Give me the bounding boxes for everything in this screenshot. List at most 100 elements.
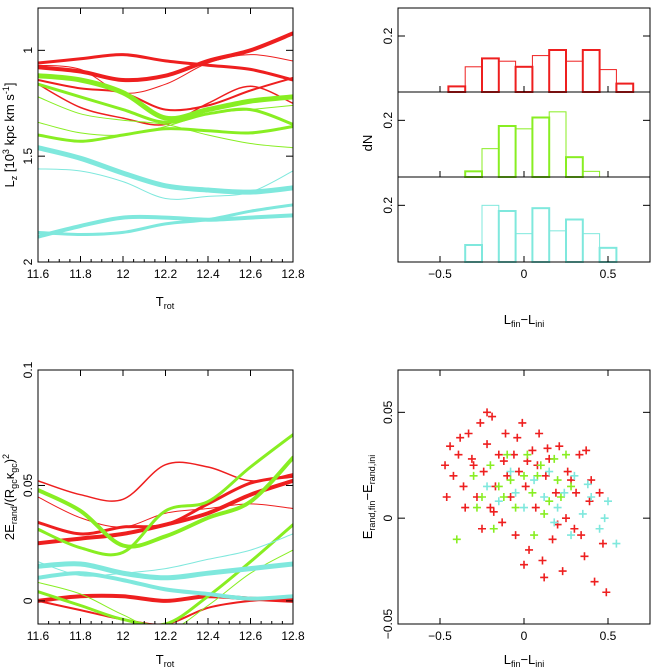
- lz-series-cyan-line: [38, 145, 293, 195]
- erand-series-group: [38, 433, 293, 624]
- scatter-point-cyan: [560, 488, 569, 497]
- scatter-point-red: [514, 467, 523, 476]
- lz-series-red-line: [38, 54, 293, 94]
- lz-series-green-line: [38, 104, 293, 136]
- scatter-x-tick-label: 0.5: [600, 629, 617, 643]
- scatter-point-green: [530, 531, 539, 540]
- histogram-axis-ticks: 0.2 0.2 0.2 −0.5 0 0.5: [381, 27, 650, 281]
- scatter-point-red: [587, 476, 596, 485]
- scatter-point-red: [441, 461, 450, 470]
- lz-x-tick-label: 12.2: [154, 267, 178, 281]
- histogram-y-axis-label: dN: [360, 135, 375, 152]
- scatter-point-red: [467, 454, 476, 463]
- erand-x-axis-label: Trot: [156, 652, 175, 669]
- histogram-red-bar: [447, 85, 467, 94]
- scatter-point-green: [553, 476, 562, 485]
- scatter-point-green: [469, 471, 478, 480]
- lz-series-red-line: [38, 53, 293, 82]
- scatter-point-green: [550, 454, 559, 463]
- histogram-green-bar: [565, 156, 584, 179]
- scatter-point-cyan: [540, 493, 549, 501]
- scatter-points-group: [441, 408, 621, 597]
- scatter-point-red: [469, 461, 478, 470]
- scatter-point-cyan: [600, 514, 609, 523]
- lz-x-tick-label: 12.6: [239, 267, 263, 281]
- erand-x-tick-label: 12.4: [196, 629, 220, 643]
- scatter-point-green: [452, 535, 461, 544]
- lz-y-axis-label: Lz [103 kpc km s-1]: [1, 83, 19, 188]
- scatter-point-green: [562, 450, 570, 459]
- scatter-point-red: [520, 560, 528, 569]
- histogram-cyan-bar: [565, 218, 584, 263]
- erand-x-tick-label: 11.8: [69, 629, 92, 643]
- scatter-point-red: [551, 488, 560, 497]
- scatter-point-green: [567, 482, 576, 491]
- histogram-y-tick-label: 0.2: [381, 197, 395, 214]
- scatter-point-red: [538, 556, 547, 565]
- scatter-point-cyan: [612, 539, 621, 548]
- lz-x-tick-label: 12: [116, 267, 130, 281]
- scatter-point-red: [454, 450, 463, 459]
- histogram-x-tick-label: 0: [521, 267, 528, 281]
- erand-series-red-line: [38, 461, 293, 502]
- histogram-cyan-bar: [497, 210, 517, 263]
- scatter-point-red: [590, 577, 599, 586]
- scatter-point-green: [523, 450, 532, 459]
- lz-series-green-line: [38, 96, 293, 149]
- histogram-plot-frame: [397, 7, 651, 263]
- scatter-point-red: [558, 567, 567, 576]
- scatter-point-cyan: [550, 518, 559, 527]
- histogram-green-bar: [481, 148, 500, 178]
- lz-series-red-line: [38, 31, 293, 83]
- scatter-point-cyan: [567, 531, 576, 540]
- scatter-point-red: [585, 497, 594, 506]
- histogram-red-bar: [548, 49, 568, 93]
- scatter-point-red: [461, 503, 470, 512]
- scatter-point-red: [580, 552, 589, 561]
- scatter-point-red: [598, 539, 607, 548]
- scatter-point-red: [572, 488, 581, 497]
- erand-x-tick-label: 12.2: [154, 629, 178, 643]
- lz-y-tick-label: 1: [21, 47, 35, 54]
- lz-x-tick-label: 11.6: [27, 267, 50, 281]
- lz-series-green-line: [38, 125, 293, 143]
- erand-vs-time-panel: 11.6 11.8 12 12.2 12.4 12.6 12.800.050.1 Trot …: [1, 361, 305, 669]
- scatter-point-green: [503, 450, 512, 459]
- scatter-point-red: [503, 471, 512, 480]
- scatter-point-cyan: [483, 482, 492, 491]
- scatter-y-tick-label: 0.05: [381, 400, 395, 424]
- lz-x-tick-label: 12.4: [196, 267, 220, 281]
- lz-x-tick-label: 11.8: [69, 267, 92, 281]
- histogram-cyan-bar: [531, 207, 551, 264]
- histogram-green-bar: [464, 170, 484, 178]
- scatter-point-red: [511, 531, 520, 540]
- histogram-bars-group: [447, 49, 635, 264]
- histogram-green-bar: [531, 116, 551, 178]
- scatter-point-red: [602, 588, 611, 597]
- scatter-y-tick-label: 0: [381, 515, 395, 522]
- lz-series-cyan-line: [38, 168, 293, 200]
- scatter-point-red: [483, 408, 492, 417]
- histogram-red-bar: [481, 57, 500, 93]
- histogram-red-bar: [498, 60, 517, 93]
- erand-series-cyan-line: [38, 571, 293, 601]
- scatter-point-red: [575, 450, 584, 459]
- scatter-point-red: [595, 488, 604, 497]
- lz-axis-ticks: 11.6 11.8 12 12.2 12.4 12.6 12.8 1 1.5 2: [21, 8, 305, 281]
- scatter-point-cyan: [583, 480, 592, 489]
- scatter-point-red: [506, 493, 515, 501]
- scatter-x-tick-label: −0.5: [428, 629, 452, 643]
- erand-series-cyan-line: [38, 561, 293, 581]
- histogram-cyan-bar: [582, 233, 601, 263]
- lz-x-tick-label: 12.8: [281, 267, 305, 281]
- erand-series-green-line: [38, 433, 293, 557]
- scatter-point-red: [498, 518, 507, 527]
- scatter-point-red: [478, 524, 486, 533]
- histogram-red-bar: [531, 55, 550, 93]
- scatter-point-green: [511, 503, 520, 512]
- scatter-point-cyan: [530, 476, 539, 485]
- histogram-cyan-bar: [464, 244, 484, 263]
- scatter-point-green: [545, 497, 554, 506]
- erand-x-tick-label: 11.6: [27, 629, 50, 643]
- scatter-point-red: [442, 493, 451, 501]
